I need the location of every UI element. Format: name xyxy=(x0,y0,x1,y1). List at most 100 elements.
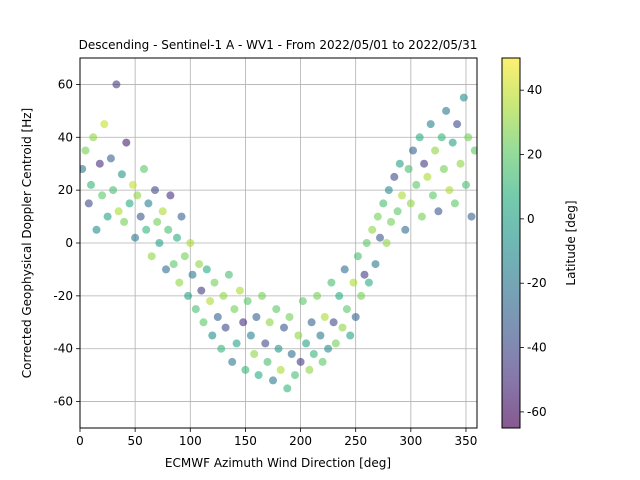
x-tick-label: 50 xyxy=(127,434,142,448)
scatter-point xyxy=(195,260,204,269)
scatter-point xyxy=(287,350,296,358)
scatter-point xyxy=(217,344,226,353)
scatter-point xyxy=(206,297,215,306)
scatter-point xyxy=(309,350,318,358)
scatter-point xyxy=(409,146,417,155)
scatter-point xyxy=(384,186,393,195)
scatter-point xyxy=(324,344,333,353)
scatter-point xyxy=(120,217,129,226)
scatter-point xyxy=(199,318,208,327)
scatter-point xyxy=(106,154,115,163)
scatter-point xyxy=(155,239,164,247)
scatter-point xyxy=(263,357,272,366)
colorbar-tick-label: 40 xyxy=(527,83,542,97)
scatter-point xyxy=(235,286,244,295)
scatter-point xyxy=(188,270,197,279)
scatter-point xyxy=(470,146,477,155)
scatter-point xyxy=(437,133,446,142)
scatter-point xyxy=(219,291,228,300)
scatter-point xyxy=(313,291,322,300)
scatter-point xyxy=(294,331,303,340)
scatter-point xyxy=(128,180,137,189)
scatter-point xyxy=(420,159,429,168)
scatter-point xyxy=(464,133,473,142)
scatter-point xyxy=(177,212,186,221)
scatter-point xyxy=(136,212,145,221)
scatter-point xyxy=(371,260,380,269)
scatter-point xyxy=(453,120,462,129)
y-tick-label: -20 xyxy=(53,289,73,303)
scatter-point xyxy=(302,339,311,348)
scatter-point xyxy=(406,199,415,208)
scatter-point xyxy=(221,323,230,332)
scatter-point xyxy=(412,180,421,189)
scatter-point xyxy=(291,371,299,380)
scatter-point xyxy=(265,318,274,327)
scatter-point xyxy=(98,191,107,200)
scatter-point xyxy=(395,159,404,168)
x-tick-label: 150 xyxy=(234,434,257,448)
scatter-point xyxy=(431,146,440,155)
scatter-point xyxy=(342,305,351,314)
scatter-point xyxy=(250,350,259,358)
x-axis-label: ECMWF Azimuth Wind Direction [deg] xyxy=(165,456,391,470)
scatter-point xyxy=(357,291,366,300)
scatter-point xyxy=(346,331,355,340)
scatter-point xyxy=(305,365,314,374)
colorbar-tick-label: 20 xyxy=(527,148,542,162)
scatter-point xyxy=(158,207,167,216)
scatter-point xyxy=(404,165,413,173)
scatter-point xyxy=(448,138,457,147)
scatter-point xyxy=(239,318,248,327)
x-tick-label: 200 xyxy=(289,434,312,448)
scatter-point xyxy=(368,225,377,234)
scatter-point xyxy=(379,199,388,208)
x-tick-label: 100 xyxy=(179,434,202,448)
scatter-point xyxy=(276,365,285,374)
scatter-point xyxy=(180,252,189,261)
scatter-point xyxy=(285,313,294,321)
scatter-point xyxy=(387,217,395,226)
scatter-point xyxy=(92,225,101,234)
scatter-point xyxy=(89,133,98,142)
colorbar xyxy=(501,57,521,429)
y-axis-ticks: -60 -40 -20 0 20 40 60 xyxy=(53,77,80,409)
colorbar-tick-label: -40 xyxy=(527,341,547,355)
scatter-point xyxy=(95,159,104,168)
scatter-point xyxy=(252,313,261,321)
scatter-point xyxy=(353,252,362,261)
scatter-point xyxy=(298,297,307,306)
scatter-point xyxy=(335,291,344,300)
scatter-point xyxy=(456,159,465,168)
y-axis-label: Corrected Geophysical Doppler Centroid [… xyxy=(20,108,34,378)
scatter-point xyxy=(164,225,173,234)
scatter-point xyxy=(329,318,338,327)
y-tick-label: 0 xyxy=(65,236,73,250)
scatter-point xyxy=(327,278,336,287)
scatter-point xyxy=(417,212,426,221)
scatter-point xyxy=(428,191,437,200)
scatter-point xyxy=(100,120,109,129)
scatter-point xyxy=(175,278,184,287)
scatter-point xyxy=(228,357,237,366)
colorbar-tick-label: 0 xyxy=(527,212,535,226)
scatter-point xyxy=(261,339,270,348)
colorbar-tick-label: -20 xyxy=(527,276,547,290)
scatter-point xyxy=(376,233,384,242)
scatter-point xyxy=(462,180,470,189)
scatter-point xyxy=(382,239,391,247)
scatter-point xyxy=(173,233,181,242)
scatter-point xyxy=(272,305,281,314)
x-tick-label: 300 xyxy=(399,434,422,448)
scatter-point xyxy=(439,165,448,173)
y-tick-label: 40 xyxy=(58,130,73,144)
scatter-point xyxy=(423,172,432,181)
scatter-point xyxy=(280,323,288,332)
scatter-point xyxy=(142,225,151,234)
scatter-point xyxy=(415,133,424,142)
scatter-point xyxy=(230,305,239,314)
scatter-point xyxy=(351,313,360,321)
scatter-point xyxy=(258,291,266,300)
colorbar-label: Latitude [deg] xyxy=(564,200,578,285)
